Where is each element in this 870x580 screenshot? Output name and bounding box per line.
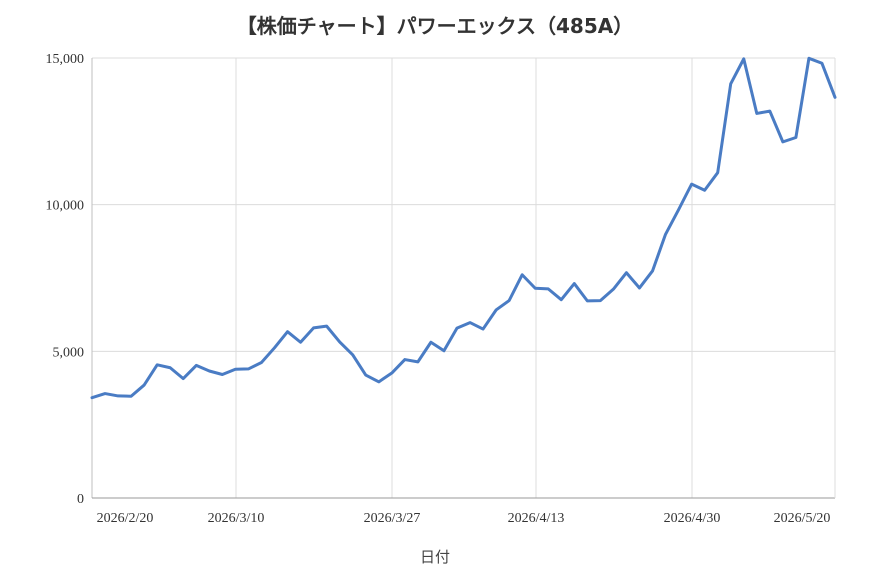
x-tick-label: 2026/4/30 (664, 511, 721, 526)
x-tick-label: 2026/3/27 (364, 511, 421, 526)
price-series-line (90, 56, 837, 400)
y-tick-label: 15,000 (46, 52, 85, 67)
chart-title: 【株価チャート】パワーエックス（485A） (236, 14, 634, 38)
x-tick-label: 2026/5/20 (774, 511, 831, 526)
y-tick-label: 0 (77, 492, 84, 507)
x-tick-label: 2026/4/13 (508, 511, 565, 526)
y-tick-label: 10,000 (46, 199, 85, 214)
y-tick-label: 5,000 (53, 345, 85, 360)
x-axis-title: 日付 (419, 548, 450, 566)
x-tick-label: 2026/3/10 (208, 511, 265, 526)
x-tick-label: 2026/2/20 (97, 511, 154, 526)
